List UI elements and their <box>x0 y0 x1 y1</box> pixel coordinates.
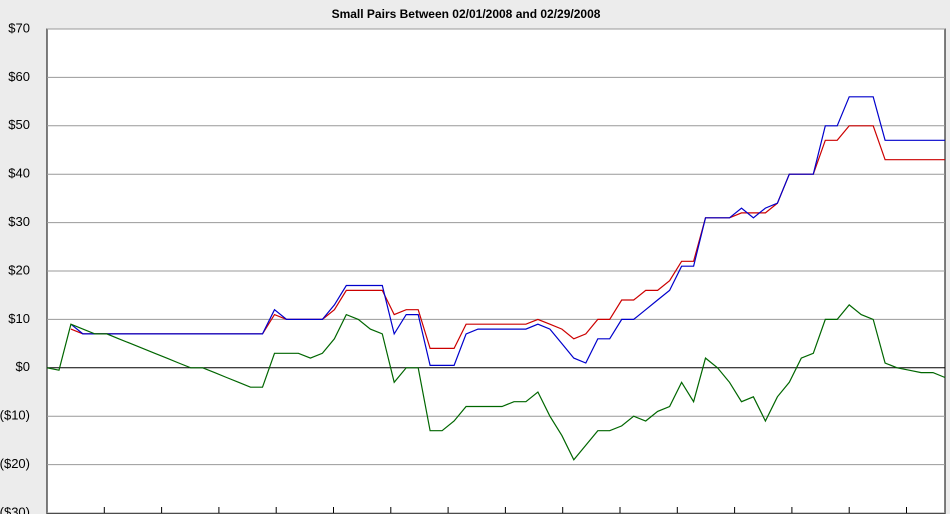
y-tick-label: $10 <box>8 311 30 326</box>
y-tick-label: $50 <box>8 117 30 132</box>
y-tick-label: ($20) <box>0 456 30 471</box>
y-tick-label: $70 <box>8 20 30 35</box>
y-tick-label: $30 <box>8 214 30 229</box>
y-tick-label: $0 <box>16 359 30 374</box>
series-line <box>70 96 945 366</box>
y-tick-label: ($10) <box>0 408 30 423</box>
series-line <box>46 304 946 461</box>
chart-title: Small Pairs Between 02/01/2008 and 02/29… <box>332 7 601 21</box>
y-tick-label: $40 <box>8 166 30 181</box>
y-tick-label: $20 <box>8 262 30 277</box>
y-tick-label: ($30) <box>0 504 30 514</box>
y-tick-label: $60 <box>8 69 30 84</box>
